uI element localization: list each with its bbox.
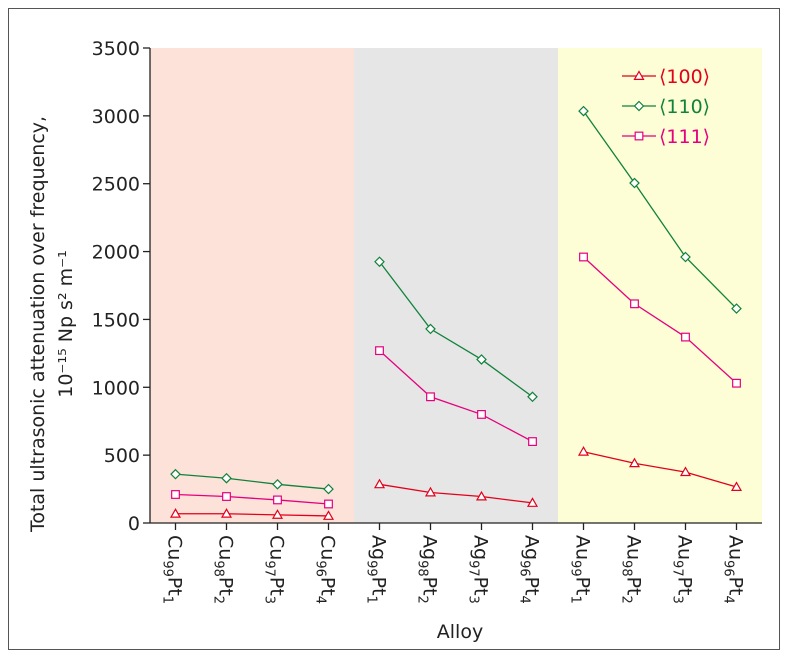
group-bands bbox=[150, 48, 762, 523]
series-point-0 bbox=[271, 509, 284, 519]
x-tick-label: Ag99Pt1 bbox=[364, 535, 390, 604]
x-axis-title: Alloy bbox=[437, 621, 483, 643]
band-au bbox=[558, 48, 762, 523]
x-tick-label: Ag98Pt2 bbox=[415, 535, 441, 604]
series-point-1 bbox=[425, 323, 436, 335]
legend-label: ⟨110⟩ bbox=[659, 96, 710, 118]
series-point-0 bbox=[577, 446, 590, 456]
legend-marker bbox=[634, 131, 644, 141]
axes bbox=[149, 48, 762, 524]
y-tick-label: 1000 bbox=[92, 377, 140, 399]
series-point-0 bbox=[475, 490, 488, 501]
y-tick-label: 2500 bbox=[92, 174, 140, 196]
series-point-1 bbox=[578, 105, 589, 117]
series-point-2 bbox=[681, 332, 690, 342]
series-line-2 bbox=[379, 350, 533, 443]
series-point-0 bbox=[322, 510, 335, 520]
legend-label: ⟨100⟩ bbox=[659, 66, 710, 88]
series-point-1 bbox=[680, 251, 691, 263]
band-ag bbox=[354, 48, 558, 523]
series-point-1 bbox=[272, 478, 283, 490]
series-point-2 bbox=[171, 490, 180, 499]
series-line-1 bbox=[582, 110, 737, 310]
x-tick-label: Au97Pt3 bbox=[670, 535, 696, 604]
y-axis-title-line2: 10⁻¹⁵ Np s² m⁻¹ bbox=[55, 250, 77, 398]
x-tick-label: Ag97Pt3 bbox=[466, 535, 492, 604]
y-tick-label: 3500 bbox=[92, 38, 140, 60]
series-point-2 bbox=[732, 378, 741, 388]
legend-marker bbox=[633, 100, 645, 112]
x-ticks: Cu99Pt1 Cu98Pt2 Cu97Pt3 Cu96Pt4 Ag99Pt1 Ag98P… bbox=[160, 523, 747, 604]
legend: ⟨100⟩ ⟨110⟩ ⟨111⟩ bbox=[622, 66, 710, 148]
series-point-1 bbox=[170, 468, 181, 480]
series-point-1 bbox=[323, 483, 334, 495]
series-point-0 bbox=[628, 457, 641, 468]
band-cu bbox=[150, 48, 354, 523]
series-point-0 bbox=[679, 466, 692, 477]
series-point-2 bbox=[273, 495, 282, 505]
y-tick-label: 1500 bbox=[92, 309, 140, 331]
series-line-0 bbox=[175, 513, 329, 517]
series-line-0 bbox=[583, 451, 737, 488]
series-point-0 bbox=[526, 497, 539, 507]
series-point-0 bbox=[220, 508, 233, 518]
series-point-0 bbox=[730, 481, 743, 492]
y-tick-label: 500 bbox=[104, 445, 140, 467]
x-tick-label: Au98Pt2 bbox=[619, 535, 645, 604]
series-point-2 bbox=[528, 437, 537, 446]
series-markers bbox=[169, 105, 743, 520]
series-line-2 bbox=[175, 493, 329, 505]
x-tick-label: Au99Pt1 bbox=[568, 535, 594, 604]
x-tick-label: Au96Pt4 bbox=[721, 535, 747, 604]
series-point-0 bbox=[373, 478, 386, 489]
y-axis-title-line1: Total ultrasonic attenuation over freque… bbox=[27, 116, 49, 533]
series-point-0 bbox=[424, 486, 437, 497]
legend-label: ⟨111⟩ bbox=[659, 126, 710, 148]
x-tick-label: Cu97Pt3 bbox=[262, 535, 288, 604]
x-tick-label: Cu96Pt4 bbox=[313, 535, 339, 604]
legend-marker bbox=[633, 70, 645, 80]
series-point-2 bbox=[630, 299, 639, 309]
y-tick-label: 0 bbox=[128, 513, 140, 535]
x-tick-label: Cu99Pt1 bbox=[160, 535, 186, 604]
figure-frame bbox=[8, 8, 780, 650]
series-point-2 bbox=[579, 252, 588, 262]
series-point-1 bbox=[527, 391, 538, 403]
series-point-2 bbox=[324, 499, 333, 509]
series-point-1 bbox=[374, 256, 385, 268]
series-point-1 bbox=[221, 472, 232, 484]
y-tick-label: 2000 bbox=[92, 242, 140, 264]
y-tick-label: 3000 bbox=[92, 106, 140, 128]
series-line-0 bbox=[379, 483, 533, 504]
y-ticks: 0 500 1000 1500 2000 2500 3000 3500 bbox=[92, 38, 150, 535]
series-line-2 bbox=[583, 256, 737, 384]
series-point-2 bbox=[375, 346, 384, 356]
series-point-2 bbox=[426, 392, 435, 402]
series-line-1 bbox=[378, 261, 533, 398]
series-point-2 bbox=[477, 410, 486, 419]
series-lines bbox=[175, 110, 737, 517]
x-tick-label: Cu98Pt2 bbox=[211, 535, 237, 604]
series-point-0 bbox=[169, 508, 182, 518]
series-point-1 bbox=[731, 303, 742, 314]
series-line-1 bbox=[175, 473, 329, 490]
series-point-2 bbox=[222, 492, 231, 501]
series-point-1 bbox=[629, 177, 640, 189]
series-point-1 bbox=[476, 354, 487, 365]
x-tick-label: Ag96Pt4 bbox=[517, 535, 543, 604]
